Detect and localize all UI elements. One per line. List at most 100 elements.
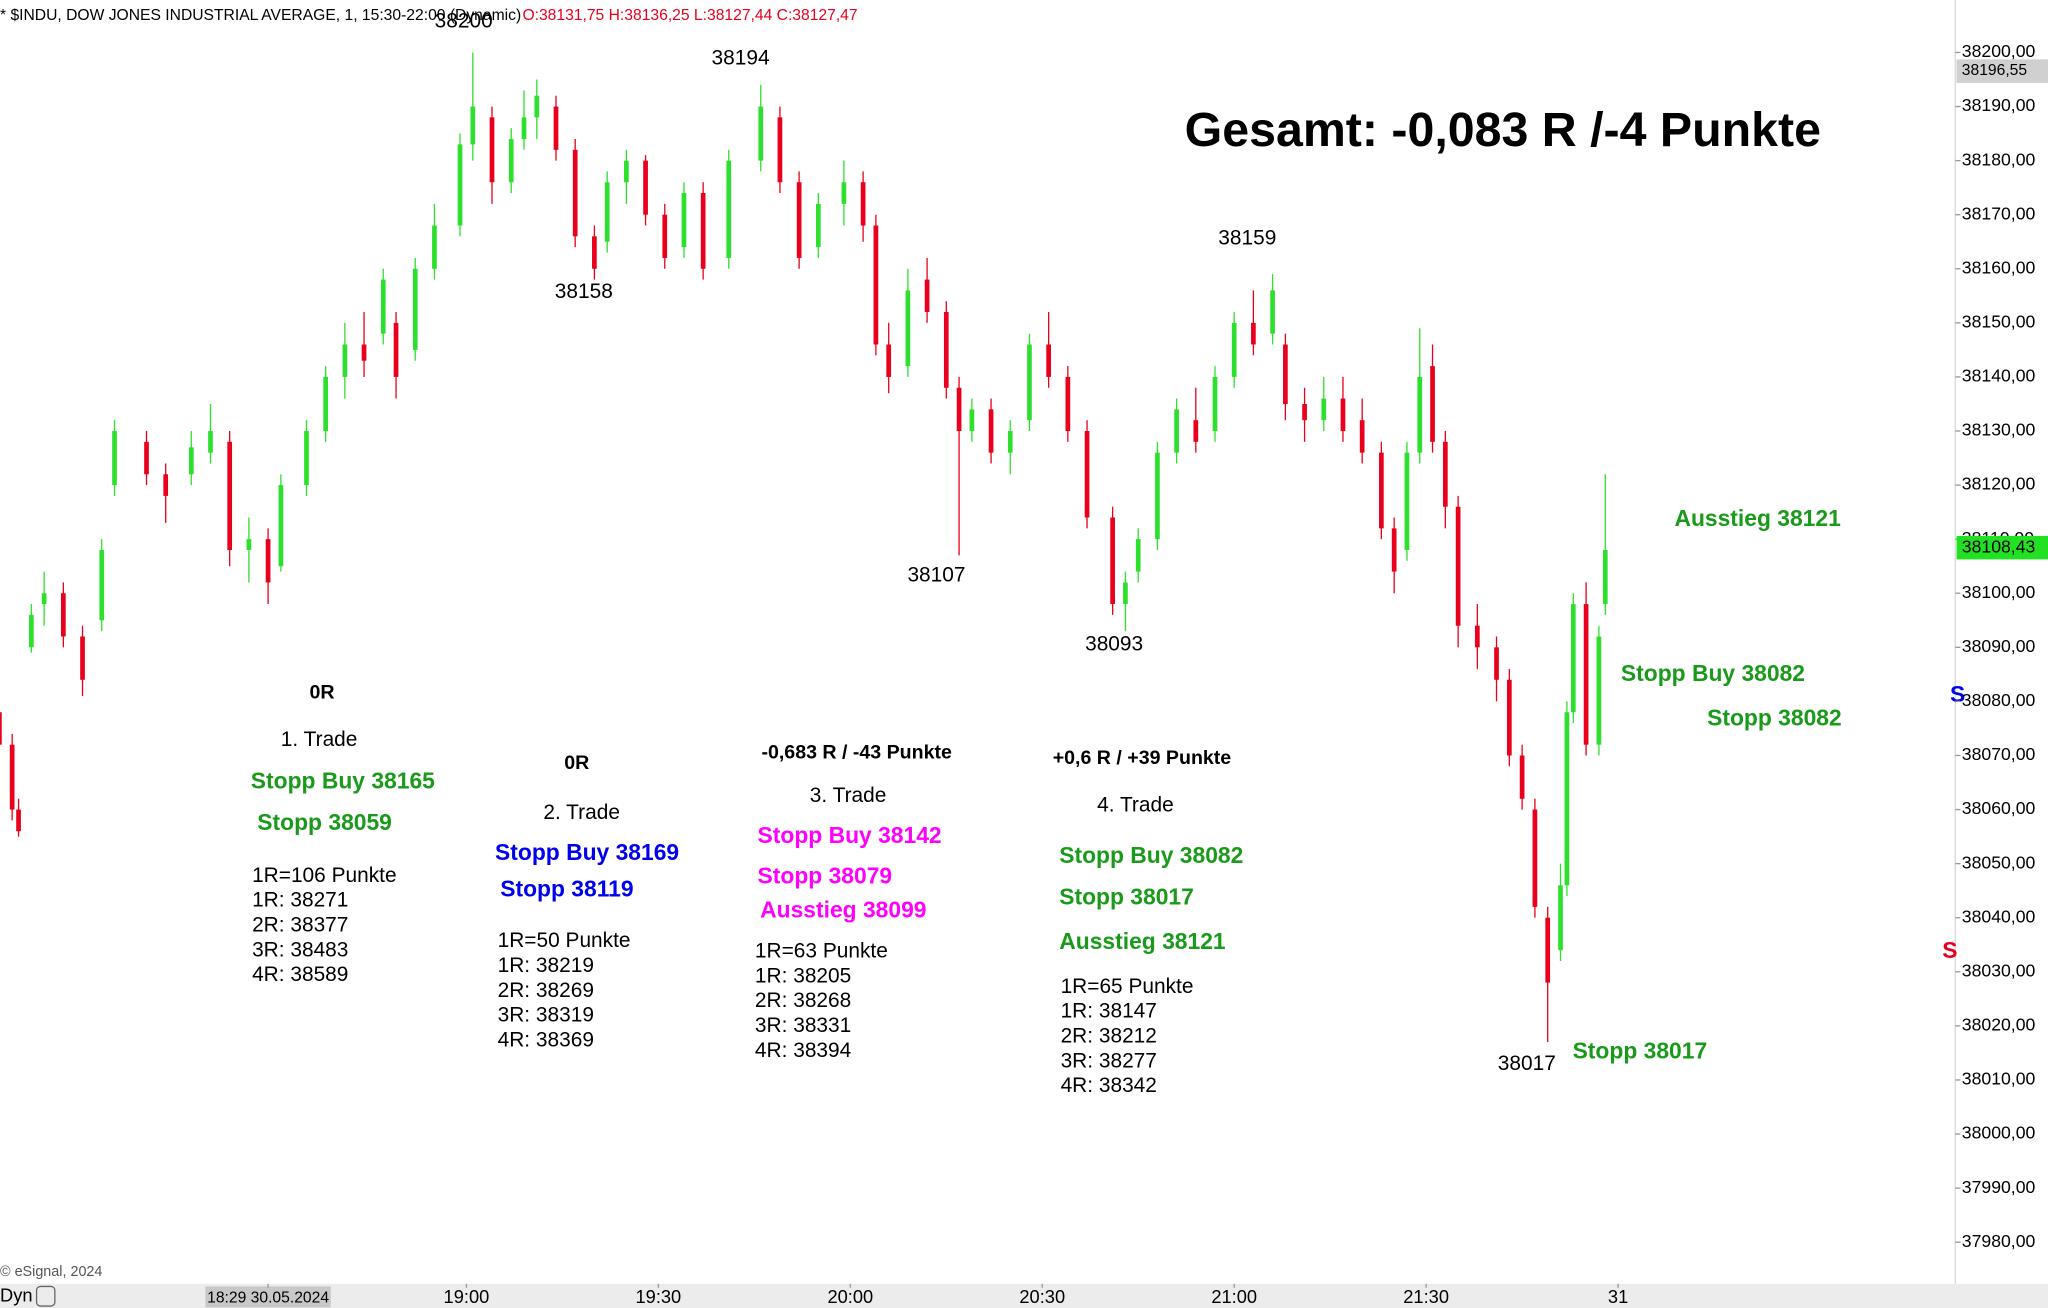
candle-body [1155,452,1160,540]
candle-body [1193,420,1199,442]
y-tick-label: 38020,00 [1962,1015,2036,1035]
extreme-label: 38107 [907,563,965,586]
candle-body [956,387,962,432]
extreme-label: 38158 [555,280,613,303]
annotation: 1R=50 Punkte [498,929,631,952]
annotation: 4R: 38342 [1061,1074,1157,1097]
candle-body [1123,582,1128,605]
candle-body [432,225,437,269]
x-tick-label: 20:30 [1019,1286,1065,1307]
candle-body [815,203,821,248]
candle-body [662,214,668,258]
annotation: -0,683 R / -43 Punkte [761,742,952,764]
candle-body [1417,376,1423,453]
candles [0,52,1608,1043]
candle-body [572,149,578,237]
lock-icon[interactable] [35,1285,56,1307]
candle-body [457,144,463,226]
candle-body [144,441,149,475]
candle-body [1270,290,1275,334]
candle-body [0,712,2,745]
extreme-label: 38093 [1085,633,1143,656]
candle-body [604,182,610,242]
candle-body [227,441,233,550]
extreme-label: 38159 [1218,227,1276,250]
candle-body [1391,528,1397,572]
y-tick-label: 38100,00 [1962,582,2036,602]
price-marker-label: 38196,55 [1962,62,2028,79]
annotation: Stopp Buy 38169 [495,839,679,865]
candle-body [16,809,21,832]
annotation: 1R=63 Punkte [755,940,888,963]
annotation: 4R: 38394 [755,1039,851,1062]
candle-body [521,117,527,139]
candle-body [1065,376,1071,432]
annotation: 3R: 38483 [252,938,348,961]
candle-body [841,182,847,204]
candle-body [470,106,476,145]
candle-body [905,290,911,367]
candle-body [643,160,648,215]
annotation: 3R: 38319 [498,1004,594,1027]
candle-body [1474,625,1480,648]
annotation: 2R: 38377 [252,913,348,936]
candle-body [777,117,783,183]
candle-body [188,447,194,475]
candle-body [1321,398,1327,421]
annotation: 2R: 38269 [498,979,594,1002]
annotation: 0R [564,752,589,774]
annotation: 3R: 38277 [1061,1049,1157,1072]
candle-body [1545,917,1551,983]
candle-body [9,744,15,810]
annotation: Stopp Buy 38082 [1059,842,1243,868]
candle-body [1135,539,1141,572]
candle-body [342,344,348,377]
y-tick-label: 37990,00 [1962,1177,2036,1197]
price-marker-label: 38108,43 [1962,536,2036,556]
candle-body [700,193,706,269]
price-marker [1956,59,2048,83]
candle-body [553,106,559,150]
candle-body [393,322,399,377]
candle-body [1532,809,1538,907]
candle-body [1404,452,1410,550]
x-tick-label: 19:30 [636,1286,682,1307]
y-tick-label: 38140,00 [1962,366,2036,386]
annotation: 2. Trade [543,801,620,824]
candle-body [988,409,994,453]
y-tick-label: 38150,00 [1962,312,2036,332]
x-tick-label: 20:00 [827,1286,873,1307]
candle-body [873,225,879,345]
candle-body [163,474,169,496]
annotation: 3. Trade [810,784,887,807]
candle-body [361,344,367,361]
y-tick-label: 38190,00 [1962,95,2036,115]
candle-body [886,344,892,377]
candle-body [1570,604,1576,713]
y-tick-label: 38160,00 [1962,257,2036,277]
candle-body [1340,398,1346,432]
candle-body [1430,366,1435,442]
y-tick-label: 38000,00 [1962,1123,2036,1143]
y-tick-label: 38130,00 [1962,420,2036,440]
crosshair-time-box [205,1286,331,1308]
y-tick-label: 38170,00 [1962,203,2036,223]
candle-body [278,485,284,567]
candle-body [323,376,329,432]
annotation: +0,6 R / +39 Punkte [1053,747,1232,769]
candle-body [41,593,47,605]
annotation: Ausstieg 38121 [1674,505,1841,531]
candle-body [1558,885,1563,951]
candle-body [681,193,687,248]
candle-body [1583,604,1589,745]
annotation: Stopp 38082 [1707,705,1842,731]
y-tick-label: 38030,00 [1962,960,2036,980]
y-tick-label: 38180,00 [1962,149,2036,169]
candle-body [304,431,309,486]
ohlc-label: O:38131,75 H:38136,25 L:38127,44 C:38127… [522,7,857,24]
y-tick-label: 38120,00 [1962,474,2036,494]
extreme-label: 38194 [712,46,770,69]
candle-body [246,539,252,550]
copyright: © eSignal, 2024 [0,1264,102,1280]
